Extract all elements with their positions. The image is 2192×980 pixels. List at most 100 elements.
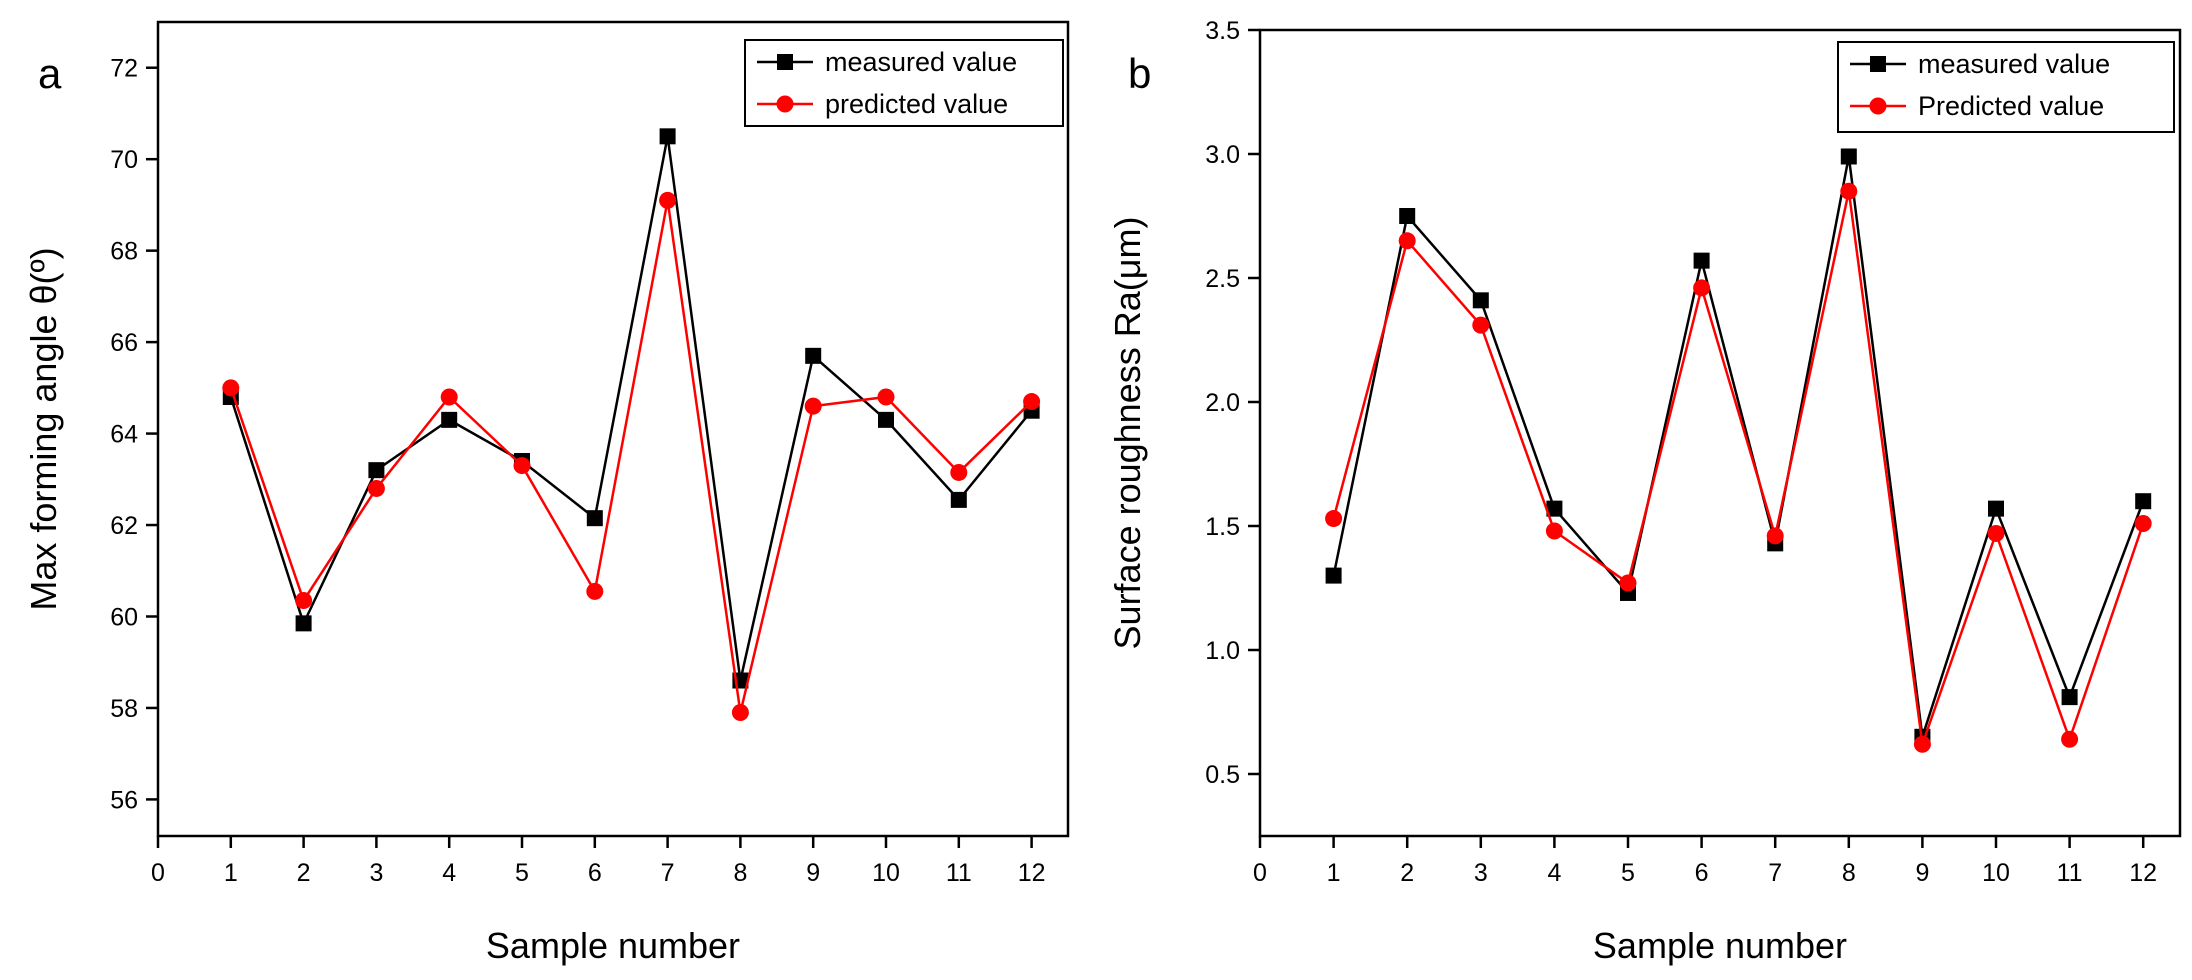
x-tick-label: 8 [733, 859, 747, 887]
data-point-predicted [877, 388, 895, 406]
legend-box [1837, 41, 2175, 133]
data-point-predicted [1693, 279, 1711, 297]
data-point-predicted [1619, 574, 1637, 592]
legend-marker-square [777, 54, 793, 70]
data-point-predicted [1987, 524, 2005, 542]
panel-label: a [38, 50, 62, 97]
x-tick-label: 6 [1695, 859, 1709, 887]
data-point-measured [1988, 500, 2004, 517]
plot-frame [1258, 28, 2182, 838]
data-point-measured [368, 462, 385, 479]
x-tick-label: 5 [515, 859, 529, 887]
plot-frame [156, 20, 1070, 838]
legend: measured value Predicted value [1837, 41, 2175, 133]
data-point-predicted [586, 582, 604, 600]
y-axis-title: Surface roughness Ra(μm) [1107, 217, 1148, 650]
x-tick-label: 9 [1915, 859, 1929, 887]
y-tick-label: 58 [110, 695, 138, 723]
chart-panel-a: 0 1 2 3 4 5 6 7 8 9 10 11 12565860626466687072Sample… [23, 20, 1070, 966]
y-tick-label: 62 [110, 512, 138, 540]
data-point-measured [1325, 567, 1342, 584]
data-point-predicted [1913, 735, 1931, 753]
x-tick-label: 2 [1400, 859, 1414, 887]
data-point-predicted [1325, 510, 1343, 528]
data-point-measured [1399, 208, 1416, 224]
data-point-predicted [804, 397, 822, 415]
y-tick-label: 68 [110, 238, 138, 266]
y-tick-label: 3.0 [1205, 141, 1240, 169]
y-tick-label: 2.0 [1205, 389, 1240, 417]
x-tick-label: 4 [442, 859, 456, 887]
y-tick-label: 72 [110, 55, 138, 83]
data-point-measured [1546, 500, 1563, 517]
legend-label: measured value [825, 47, 1017, 77]
legend-marker-circle [1869, 97, 1887, 115]
x-tick-label: 11 [946, 859, 972, 887]
y-tick-label: 60 [110, 603, 138, 631]
x-tick-label: 1 [224, 859, 238, 887]
x-tick-label: 0 [1253, 859, 1267, 887]
y-tick-label: 1.5 [1205, 513, 1240, 541]
panel-label: b [1128, 50, 1151, 97]
data-point-predicted [1840, 182, 1858, 200]
data-point-predicted [659, 191, 677, 209]
data-point-predicted [222, 379, 240, 397]
data-point-measured [878, 411, 894, 428]
legend-label: Predicted value [1918, 91, 2104, 121]
x-tick-label: 7 [661, 859, 675, 887]
data-point-measured [950, 491, 967, 508]
y-tick-label: 70 [110, 146, 138, 174]
x-tick-label: 1 [1327, 859, 1341, 887]
data-point-predicted [2061, 730, 2079, 748]
data-point-measured [2061, 689, 2078, 706]
y-tick-label: 2.5 [1205, 265, 1240, 293]
data-point-predicted [950, 463, 968, 481]
legend-marker-square [1870, 56, 1886, 72]
data-point-predicted [440, 388, 458, 406]
x-tick-label: 7 [1768, 859, 1782, 887]
y-axis-title: Max forming angle θ(º) [23, 247, 64, 610]
data-point-predicted [1545, 522, 1563, 540]
data-point-predicted [367, 479, 385, 497]
data-point-predicted [1398, 232, 1416, 250]
data-point-measured [1840, 148, 1857, 165]
data-point-measured [1472, 292, 1489, 309]
data-point-predicted [2134, 515, 2152, 533]
y-tick-label: 1.0 [1205, 637, 1240, 665]
legend-label: predicted value [825, 89, 1008, 119]
data-point-predicted [513, 457, 531, 475]
x-tick-label: 3 [369, 859, 383, 887]
x-axis-title: Sample number [1593, 925, 1847, 966]
x-tick-label: 12 [1018, 859, 1046, 887]
data-point-predicted [1766, 527, 1784, 545]
data-point-predicted [295, 591, 313, 609]
x-tick-label: 11 [2057, 859, 2083, 887]
legend-box [744, 39, 1064, 127]
data-point-measured [295, 615, 312, 632]
x-tick-label: 0 [151, 859, 165, 887]
data-point-measured [805, 347, 822, 364]
series-line-predicted [229, 200, 1033, 713]
series-line-measured [229, 136, 1033, 681]
data-point-measured [1693, 252, 1710, 269]
x-tick-label: 6 [588, 859, 602, 887]
series-line-measured [1332, 156, 2145, 738]
legend-label: measured value [1918, 49, 2110, 79]
legend-marker-circle [776, 95, 794, 113]
y-tick-label: 56 [110, 786, 138, 814]
data-point-predicted [1023, 393, 1041, 411]
x-tick-label: 2 [297, 859, 311, 887]
data-point-measured [2135, 493, 2152, 510]
series-line-predicted [1332, 190, 2145, 745]
x-tick-label: 5 [1621, 859, 1635, 887]
data-point-measured [586, 510, 603, 527]
data-point-measured [441, 411, 458, 428]
y-tick-label: 3.5 [1205, 17, 1240, 45]
x-tick-label: 12 [2129, 859, 2157, 887]
data-point-predicted [1472, 316, 1490, 334]
data-point-predicted [731, 704, 749, 722]
y-tick-label: 0.5 [1205, 761, 1240, 789]
data-point-measured [659, 128, 676, 145]
x-tick-label: 4 [1547, 859, 1561, 887]
